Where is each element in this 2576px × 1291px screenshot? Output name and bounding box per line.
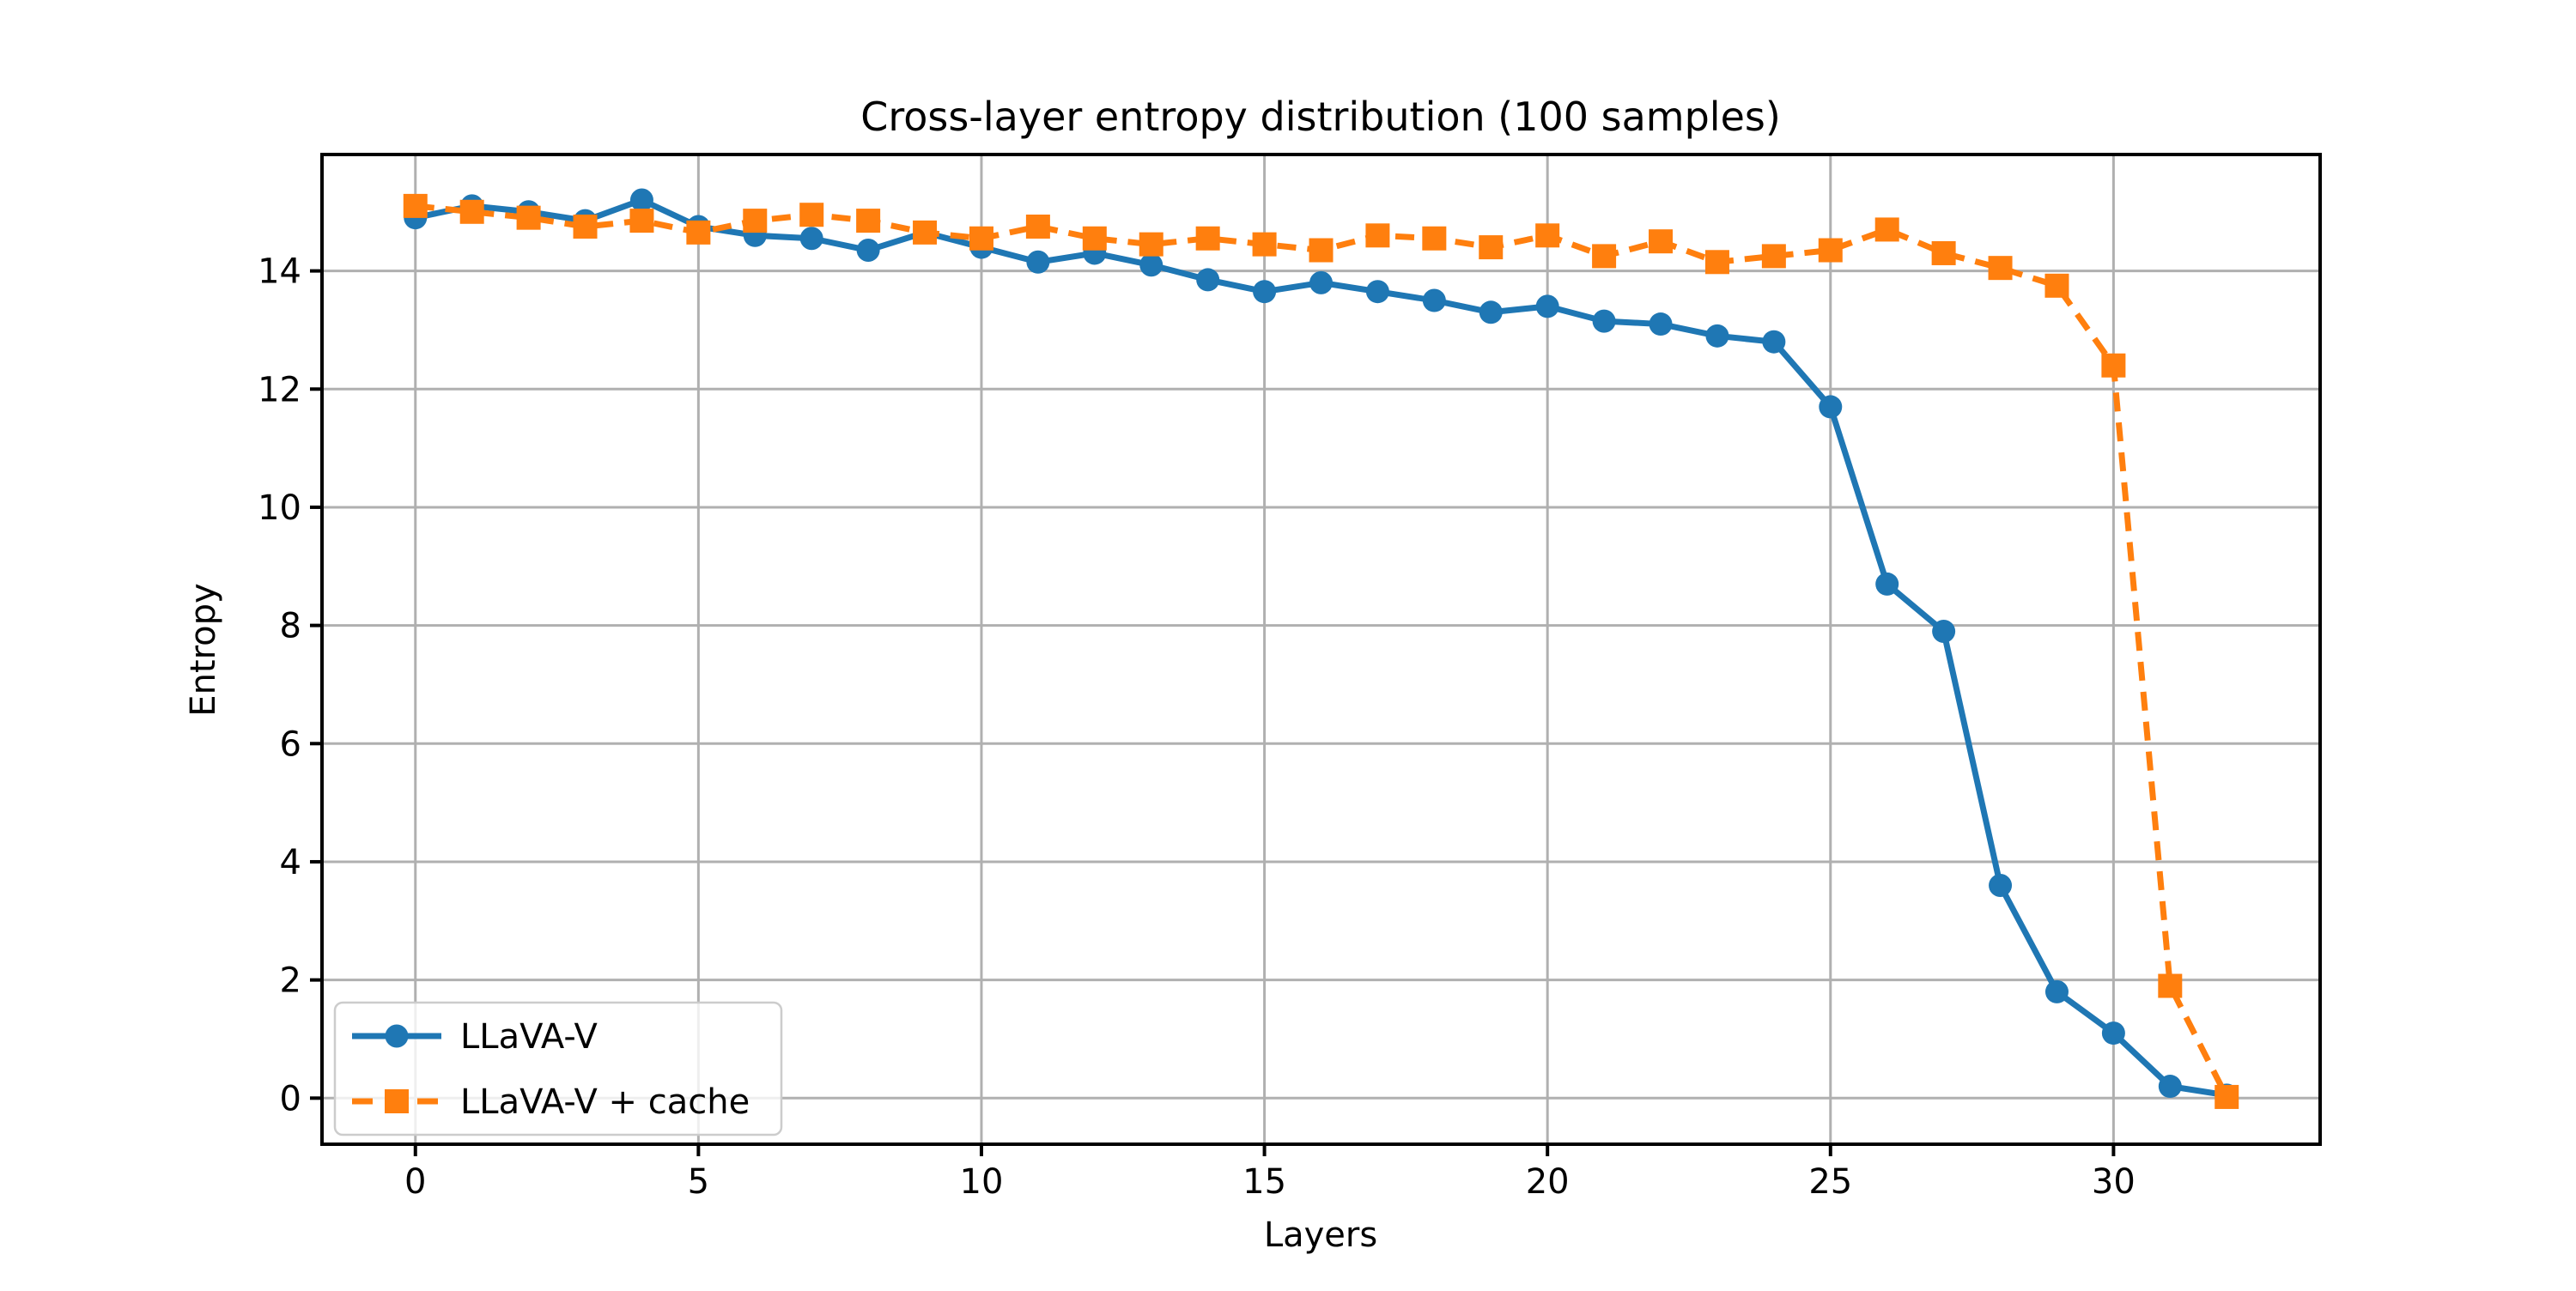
legend: LLaVA-V LLaVA-V + cache [333, 1001, 783, 1136]
plot-area [322, 155, 2320, 1144]
y-axis-label: Entropy [184, 583, 223, 716]
legend-label-llava-cache: LLaVA-V + cache [460, 1082, 750, 1122]
x-tick-label: 25 [1808, 1162, 1852, 1202]
data-point-square [1195, 226, 1220, 251]
y-tick-label: 6 [280, 724, 301, 764]
data-point-square [1309, 238, 1334, 263]
gridlines [322, 155, 2320, 1144]
data-point-square [629, 209, 654, 233]
data-point-square [1082, 226, 1107, 251]
data-point-circle [1479, 300, 1503, 324]
data-point-circle [1139, 253, 1163, 277]
data-point-square [516, 205, 541, 230]
x-axis-label: Layers [1264, 1215, 1377, 1255]
data-point-square [1592, 244, 1617, 269]
legend-label-llava: LLaVA-V [460, 1017, 598, 1057]
data-point-square [1931, 240, 1956, 265]
data-point-circle [856, 239, 880, 263]
legend-box [333, 1001, 783, 1136]
data-point-circle [1989, 873, 2013, 897]
data-point-square [403, 193, 428, 218]
data-point-square [2158, 973, 2183, 998]
y-tick-label: 14 [258, 252, 301, 292]
x-tick-label: 10 [960, 1162, 1004, 1202]
data-point-square [1704, 250, 1729, 275]
data-point-square [1535, 223, 1560, 248]
x-tick-label: 20 [1526, 1162, 1570, 1202]
series-llava-v-cache [403, 193, 2239, 1109]
data-point-square [1365, 223, 1390, 248]
data-point-square [573, 214, 598, 239]
legend-marker-circle [385, 1024, 409, 1048]
data-point-circle [1196, 268, 1220, 292]
data-point-circle [1253, 280, 1277, 304]
data-point-square [1025, 214, 1050, 239]
data-point-square [969, 226, 993, 251]
y-tick-label: 4 [280, 843, 301, 882]
axis-ticks: 0 5 10 15 20 25 30 0 2 4 6 8 10 12 14 [258, 252, 2136, 1202]
data-point-circle [2044, 979, 2069, 1003]
y-tick-label: 12 [258, 370, 301, 409]
x-tick-label: 15 [1242, 1162, 1286, 1202]
data-point-square [459, 199, 484, 224]
data-point-square [1479, 235, 1504, 260]
y-tick-label: 0 [280, 1079, 301, 1118]
data-point-circle [2158, 1075, 2182, 1099]
data-point-circle [1422, 288, 1446, 312]
data-point-square [743, 209, 768, 233]
x-tick-label: 30 [2092, 1162, 2136, 1202]
y-tick-label: 2 [280, 961, 301, 1001]
data-point-circle [1592, 309, 1616, 333]
x-tick-label: 0 [404, 1162, 426, 1202]
data-point-circle [1535, 294, 1559, 318]
data-point-circle [1932, 620, 1956, 644]
legend-marker-square [385, 1089, 409, 1113]
data-point-circle [1762, 330, 1786, 354]
data-point-square [1252, 232, 1277, 257]
data-point-square [1422, 226, 1447, 251]
axes-spines [320, 153, 2322, 1146]
data-point-square [913, 220, 938, 245]
legend-entry-llava-cache: LLaVA-V + cache [352, 1082, 750, 1122]
data-point-square [686, 220, 711, 245]
data-point-square [1761, 244, 1786, 269]
data-point-circle [1819, 395, 1843, 419]
data-point-square [1139, 232, 1163, 257]
data-point-square [856, 209, 881, 233]
data-point-circle [799, 227, 823, 251]
data-point-square [799, 203, 824, 227]
data-series [403, 188, 2239, 1109]
data-point-circle [2101, 1021, 2125, 1046]
data-point-square [2215, 1084, 2239, 1109]
chart-title: Cross-layer entropy distribution (100 sa… [860, 94, 1781, 140]
data-point-circle [1365, 280, 1389, 304]
data-point-circle [1875, 572, 1899, 596]
legend-entry-llava: LLaVA-V [352, 1017, 598, 1057]
data-point-square [1649, 229, 1674, 254]
data-point-circle [629, 188, 653, 212]
data-point-square [2044, 273, 2069, 298]
data-point-square [1818, 238, 1843, 263]
data-point-circle [1649, 312, 1673, 336]
data-point-square [2101, 353, 2126, 378]
y-tick-label: 10 [258, 488, 301, 528]
data-point-circle [1026, 250, 1050, 274]
data-point-square [1874, 217, 1899, 242]
data-point-circle [1705, 324, 1729, 348]
x-tick-label: 5 [688, 1162, 709, 1202]
y-tick-label: 8 [280, 607, 301, 646]
data-point-square [1988, 256, 2013, 281]
data-point-circle [1309, 270, 1333, 294]
